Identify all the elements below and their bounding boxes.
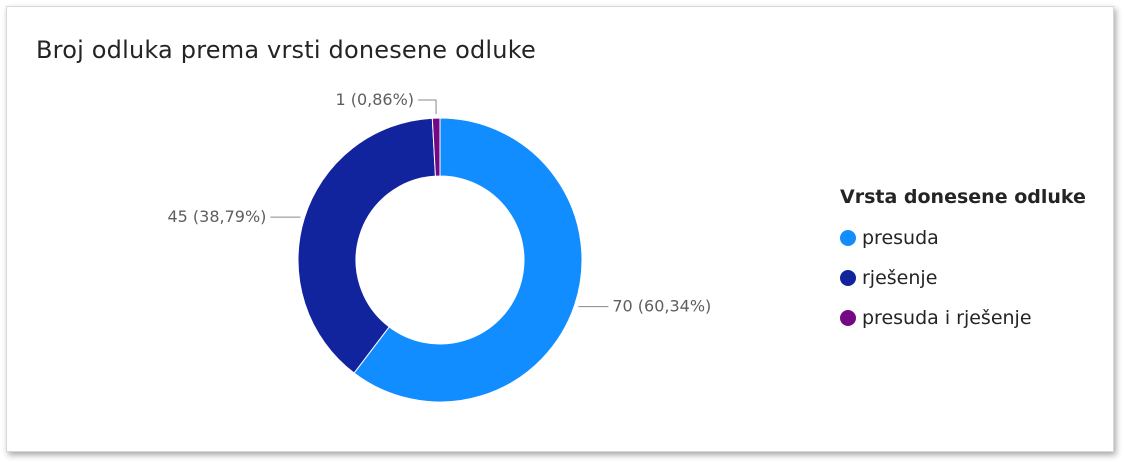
donut-slice-presuda[interactable] — [353, 117, 583, 403]
legend-item[interactable]: presuda — [840, 218, 1086, 258]
donut-slice-rješenje[interactable] — [297, 117, 436, 374]
legend-label: rješenje — [862, 267, 938, 289]
legend-item[interactable]: presuda i rješenje — [840, 298, 1086, 338]
legend-marker-icon — [840, 310, 856, 326]
data-label: 45 (38,79%) — [167, 207, 266, 226]
legend-marker-icon — [840, 270, 856, 286]
chart-legend: Vrsta donesene odluke presuda rješenje pre… — [840, 186, 1086, 338]
leader-line — [418, 99, 437, 115]
chart-title: Broj odluka prema vrsti donesene odluke — [36, 36, 536, 64]
donut-slice-presuda-i-rješenje[interactable] — [431, 117, 441, 177]
legend-marker-icon — [840, 230, 856, 246]
legend-label: presuda i rješenje — [862, 307, 1032, 329]
legend-item[interactable]: rješenje — [840, 258, 1086, 298]
data-label: 1 (0,86%) — [335, 90, 414, 109]
legend-label: presuda — [862, 227, 939, 249]
data-label: 70 (60,34%) — [612, 297, 711, 316]
legend-title: Vrsta donesene odluke — [840, 186, 1086, 208]
